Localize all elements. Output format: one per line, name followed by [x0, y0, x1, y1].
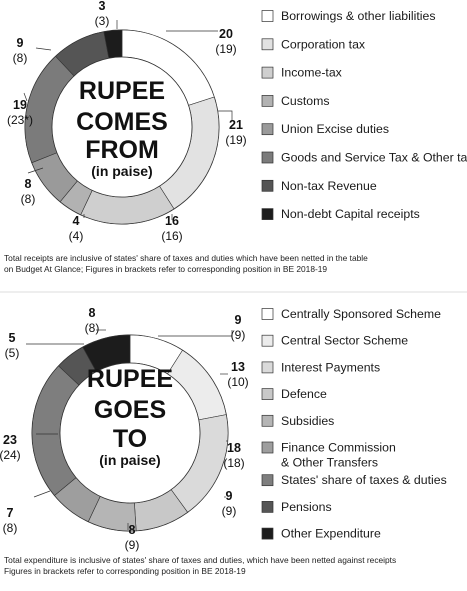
expenditure-legend-label-states-share-of-taxes-duties: States' share of taxes & duties [281, 473, 447, 487]
expenditure-previous-label-centrally-sponsored-scheme: (9) [231, 328, 246, 342]
expenditure-previous-label-pensions: (5) [5, 346, 20, 360]
receipts-legend-label-non-debt-capital-receipts: Non-debt Capital receipts [281, 207, 420, 221]
receipts-legend-label-customs: Customs [281, 94, 330, 108]
receipts-value-label-income-tax: 16 [165, 214, 179, 228]
expenditure-previous-label-interest-payments: (18) [223, 456, 244, 470]
expenditure-value-label-interest-payments: 18 [227, 441, 241, 455]
expenditure-legend-label-other-expenditure: Other Expenditure [281, 527, 381, 541]
expenditure-previous-label-defence: (9) [222, 504, 237, 518]
expenditure-legend-label-finance-commission-other-transfers: Finance Commission [281, 441, 396, 455]
receipts-donut-hole [51, 56, 193, 198]
expenditure-leader-finance-commission-other-transfers [33, 490, 51, 498]
expenditure-previous-label-subsidies: (9) [125, 538, 140, 552]
receipts-value-label-corporation-tax: 21 [229, 118, 243, 132]
expenditure-legend-swatch-pensions [261, 501, 274, 513]
expenditure-footnote-line-2: Figures in brackets refer to correspondi… [4, 566, 246, 576]
expenditure-title-line-1: RUPEE [87, 365, 173, 393]
expenditure-legend-swatch-states-share-of-taxes-duties [261, 474, 274, 487]
receipts-title-line-2: COMES [76, 108, 168, 136]
expenditure-value-label-other-expenditure: 8 [89, 306, 96, 320]
receipts-previous-label-customs: (4) [69, 229, 84, 243]
receipts-legend-label-goods-and-service-tax-other-taxes: Goods and Service Tax & Other taxes [281, 151, 467, 165]
expenditure-legend-label-pensions: Pensions [281, 500, 332, 514]
receipts-legend-label-non-tax-revenue: Non-tax Revenue [281, 179, 377, 193]
expenditure-previous-label-other-expenditure: (8) [85, 321, 100, 335]
receipts-previous-label-goods-and-service-tax-other-taxes: (23*) [7, 113, 33, 127]
expenditure-value-label-finance-commission-other-transfers: 7 [7, 506, 14, 520]
expenditure-legend-swatch-subsidies [261, 414, 274, 427]
expenditure-value-label-central-sector-scheme: 13 [231, 360, 245, 374]
expenditure-value-label-subsidies: 8 [129, 523, 136, 537]
expenditure-legend-label-centrally-sponsored-scheme: Centrally Sponsored Scheme [281, 307, 441, 321]
receipts-legend-swatch-non-debt-capital-receipts [261, 208, 274, 220]
expenditure-legend-label-interest-payments: Interest Payments [281, 360, 380, 374]
receipts-value-label-non-tax-revenue: 9 [17, 36, 24, 50]
receipts-legend-swatch-non-tax-revenue [261, 179, 274, 192]
expenditure-subtitle: (in paise) [99, 452, 160, 468]
receipts-leader-union-excise-duties [27, 167, 44, 174]
expenditure-legend-swatch-other-expenditure [261, 527, 274, 540]
expenditure-title-line-3: TO [113, 425, 147, 453]
receipts-leader-non-tax-revenue [35, 47, 52, 51]
expenditure-footnote: Total expenditure is inclusive of states… [4, 555, 464, 577]
receipts-value-label-customs: 4 [73, 214, 80, 228]
expenditure-legend-label-central-sector-scheme: Central Sector Scheme [281, 334, 408, 348]
expenditure-footnote-line-1: Total expenditure is inclusive of states… [4, 555, 397, 565]
expenditure-legend-label-subsidies: Subsidies [281, 414, 334, 428]
expenditure-leader-centrally-sponsored-scheme [158, 330, 233, 337]
expenditure-value-label-states-share-of-taxes-duties: 23 [3, 433, 17, 447]
expenditure-legend-swatch-defence [261, 388, 274, 400]
receipts-previous-label-corporation-tax: (19) [225, 133, 246, 147]
expenditure-title-line-2: GOES [94, 396, 166, 424]
expenditure-previous-label-finance-commission-other-transfers: (8) [3, 521, 18, 535]
receipts-legend-swatch-goods-and-service-tax-other-taxes [261, 151, 274, 164]
receipts-previous-label-non-debt-capital-receipts: (3) [95, 14, 110, 28]
receipts-value-label-non-debt-capital-receipts: 3 [99, 0, 106, 13]
expenditure-legend-swatch-finance-commission-other-transfers [261, 441, 274, 454]
receipts-legend-swatch-customs [261, 95, 274, 107]
receipts-legend-label-borrowings-other-liabilities: Borrowings & other liabilities [281, 9, 435, 23]
receipts-legend-label-income-tax: Income-tax [281, 66, 343, 80]
expenditure-legend-label-defence: Defence [281, 387, 327, 401]
expenditure-previous-label-states-share-of-taxes-duties: (24) [0, 448, 21, 462]
receipts-leader-goods-and-service-tax-other-taxes [23, 92, 28, 102]
receipts-title-line-1: RUPEE [79, 77, 165, 105]
receipts-legend-swatch-borrowings-other-liabilities [261, 10, 274, 22]
expenditure-value-label-defence: 9 [226, 489, 233, 503]
receipts-value-label-union-excise-duties: 8 [25, 177, 32, 191]
receipts-previous-label-non-tax-revenue: (8) [13, 51, 28, 65]
expenditure-legend-swatch-centrally-sponsored-scheme [261, 308, 274, 320]
receipts-previous-label-borrowings-other-liabilities: (19) [215, 42, 236, 56]
receipts-footnote-line-1: Total receipts are inclusive of states' … [4, 253, 368, 263]
expenditure-value-label-pensions: 5 [9, 331, 16, 345]
expenditure-legend-swatch-interest-payments [261, 361, 274, 374]
receipts-legend-swatch-corporation-tax [261, 38, 274, 51]
receipts-legend-swatch-union-excise-duties [261, 123, 274, 136]
receipts-legend-swatch-income-tax [261, 66, 274, 79]
receipts-legend-label-union-excise-duties: Union Excise duties [281, 122, 389, 136]
receipts-footnote-line-2: on Budget At Glance; Figures in brackets… [4, 264, 328, 274]
expenditure-previous-label-central-sector-scheme: (10) [227, 375, 248, 389]
receipts-previous-label-union-excise-duties: (8) [21, 192, 36, 206]
expenditure-donut-hole [59, 362, 201, 504]
receipts-title-line-3: FROM [85, 136, 159, 164]
receipts-leader-corporation-tax [218, 110, 233, 120]
receipts-previous-label-income-tax: (16) [161, 229, 182, 243]
receipts-subtitle: (in paise) [91, 163, 152, 179]
receipts-value-label-borrowings-other-liabilities: 20 [219, 27, 233, 41]
receipts-legend-label-corporation-tax: Corporation tax [281, 37, 366, 51]
receipts-footnote: Total receipts are inclusive of states' … [4, 253, 464, 275]
expenditure-value-label-centrally-sponsored-scheme: 9 [235, 313, 242, 327]
expenditure-legend-swatch-central-sector-scheme [261, 334, 274, 347]
receipts-value-label-goods-and-service-tax-other-taxes: 19 [13, 98, 27, 112]
expenditure-legend-label-finance-commission-other-transfers-line-2: & Other Transfers [281, 456, 378, 470]
